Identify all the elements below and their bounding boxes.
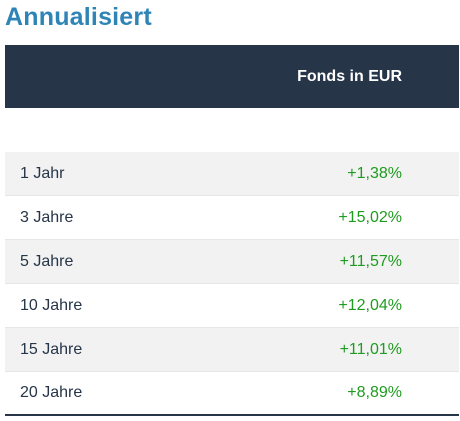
section-title: Annualisiert	[5, 3, 152, 31]
period-label: 10 Jahre	[20, 296, 83, 314]
period-label: 15 Jahre	[20, 340, 83, 358]
return-value: +15,02%	[338, 208, 402, 226]
table-row: 10 Jahre +12,04%	[5, 284, 459, 328]
return-value: +11,01%	[339, 340, 402, 358]
period-label: 1 Jahr	[20, 164, 65, 182]
performance-table: Fonds in EUR 1 Jahr +1,38% 3 Jahre +15,0…	[5, 45, 459, 416]
period-label: 3 Jahre	[20, 208, 74, 226]
table-row: 5 Jahre +11,57%	[5, 240, 459, 284]
column-header-fund-eur: Fonds in EUR	[297, 67, 402, 85]
table-row: 3 Jahre +15,02%	[5, 196, 459, 240]
return-value: +1,38%	[347, 164, 402, 182]
return-value: +12,04%	[338, 296, 402, 314]
table-row: 20 Jahre +8,89%	[5, 372, 459, 416]
period-label: 5 Jahre	[20, 252, 74, 270]
table-spacer-row	[5, 108, 459, 152]
table-row: 1 Jahr +1,38%	[5, 152, 459, 196]
table-header: Fonds in EUR	[5, 45, 459, 108]
return-value: +8,89%	[347, 384, 402, 401]
return-value: +11,57%	[339, 252, 402, 270]
table-row: 15 Jahre +11,01%	[5, 328, 459, 372]
period-label: 20 Jahre	[20, 384, 83, 401]
